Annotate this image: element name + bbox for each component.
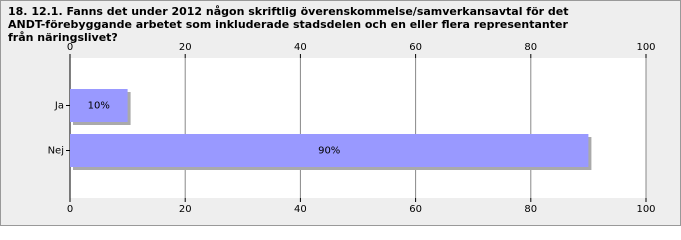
x-tick-label: 100 (636, 42, 655, 53)
plot-area (70, 58, 646, 198)
chart-container: 18. 12.1. Fanns det under 2012 någon skr… (0, 0, 681, 226)
x-tick-label: 100 (636, 204, 655, 215)
x-tick-label: 40 (294, 204, 307, 215)
x-tick-label: 20 (179, 204, 192, 215)
bar (70, 89, 128, 122)
x-tick-label: 80 (524, 42, 537, 53)
x-tick-label: 0 (67, 204, 73, 215)
value-label: 10% (88, 101, 110, 112)
x-tick-label: 60 (409, 204, 422, 215)
y-tick-label: Ja (54, 101, 64, 112)
chart: 0 0 20 20 40 40 60 60 80 80 100 100 Ja 10% Nej 90% (48, 42, 656, 215)
y-tick-label: Nej (48, 146, 64, 157)
x-tick-label: 80 (524, 204, 537, 215)
x-tick-label: 60 (409, 42, 422, 53)
bar (70, 134, 589, 167)
chart-title: 18. 12.1. Fanns det under 2012 någon skr… (8, 5, 569, 44)
x-tick-label: 40 (294, 42, 307, 53)
x-tick-label: 0 (67, 42, 73, 53)
x-tick-label: 20 (179, 42, 192, 53)
value-label: 90% (318, 146, 340, 157)
